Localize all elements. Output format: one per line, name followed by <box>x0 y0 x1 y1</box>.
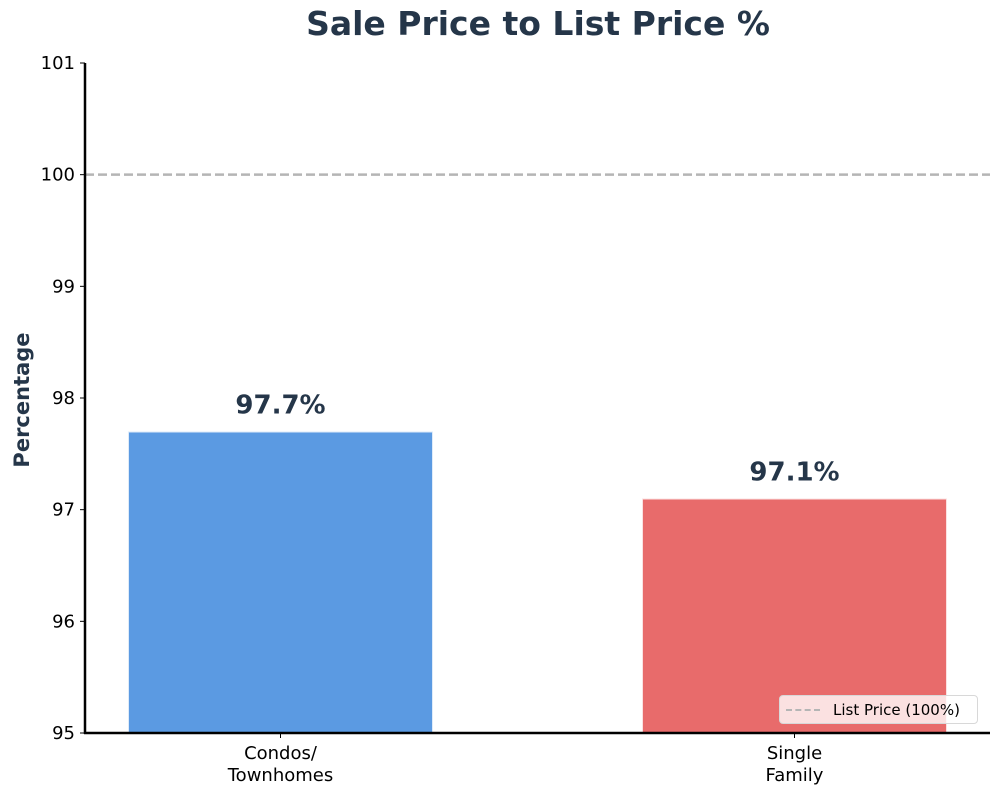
y-tick-label: 101 <box>41 53 75 74</box>
y-tick-label: 100 <box>41 165 75 186</box>
y-tick-label: 99 <box>52 276 75 297</box>
bar <box>641 497 948 734</box>
x-tick-label: Family <box>766 765 824 786</box>
y-tick-label: 98 <box>52 388 75 409</box>
y-tick-label: 97 <box>52 500 75 521</box>
chart-title: Sale Price to List Price % <box>306 4 770 43</box>
x-tick-label: Condos/ <box>244 743 318 764</box>
x-tick-label: Townhomes <box>227 765 334 786</box>
bar <box>127 430 434 734</box>
y-tick-label: 96 <box>52 611 75 632</box>
x-tick-label: Single <box>767 743 822 764</box>
bar-value-label: 97.7% <box>235 391 325 421</box>
legend-label: List Price (100%) <box>833 700 960 719</box>
legend: List Price (100%) <box>779 695 978 724</box>
legend-dashed-line-icon <box>786 708 820 711</box>
bar-value-label: 97.1% <box>749 458 839 488</box>
y-tick-label: 95 <box>52 723 75 744</box>
